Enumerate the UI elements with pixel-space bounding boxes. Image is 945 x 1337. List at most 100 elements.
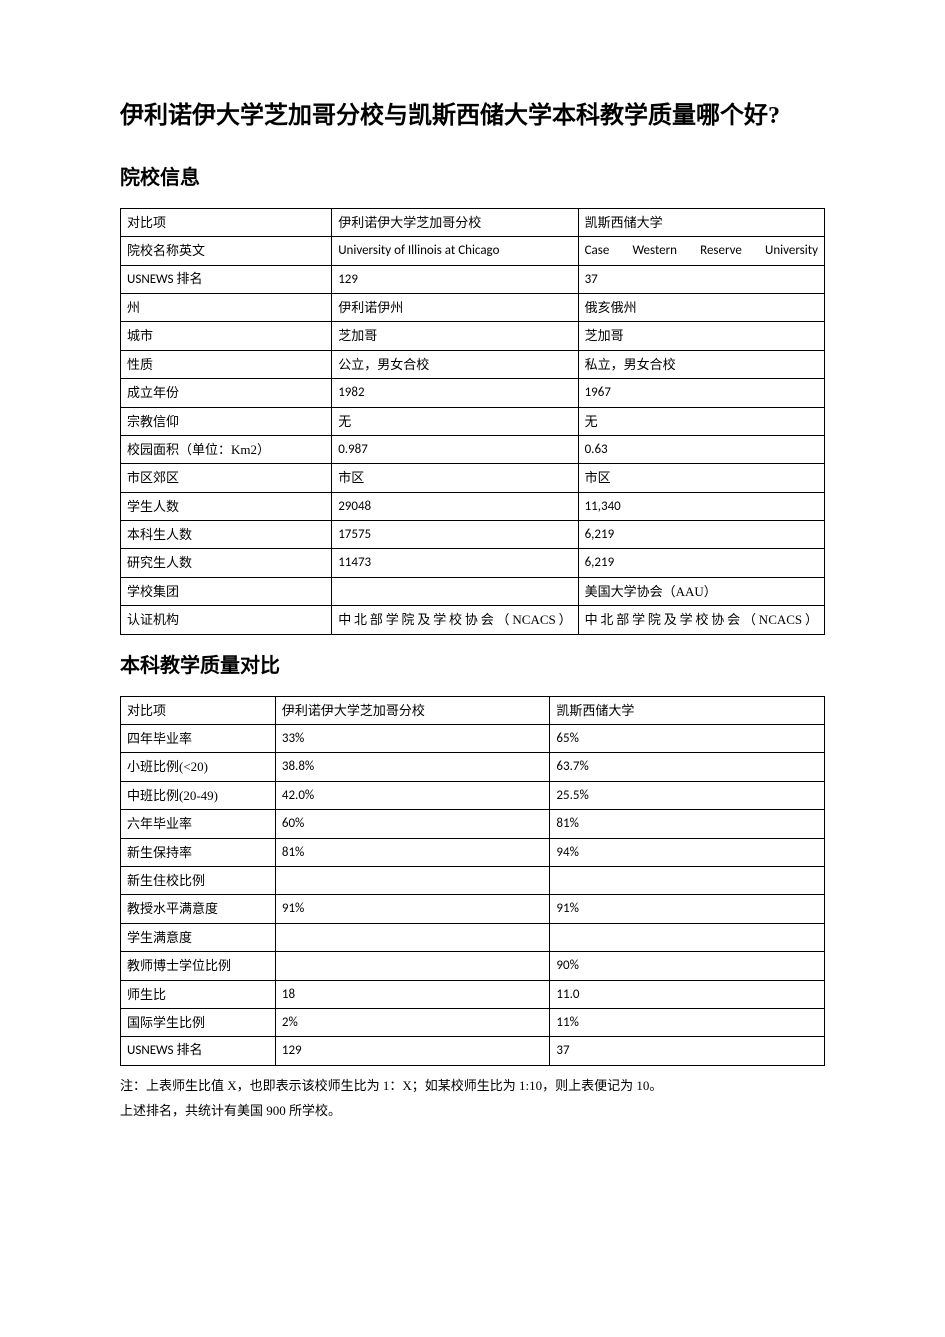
row-value-a: 42.0% [275,781,550,809]
row-value-b: 0.63 [578,435,824,463]
table-header-row: 对比项伊利诺伊大学芝加哥分校凯斯西储大学 [121,208,825,236]
row-value-a: 11473 [332,549,578,577]
table-row: 教授水平满意度91%91% [121,895,825,923]
row-value-b: 91% [550,895,825,923]
table-row: 校园面积（单位：Km2）0.9870.63 [121,435,825,463]
row-label: 新生保持率 [121,838,276,866]
row-value-a: University of Illinois at Chicago [332,237,578,265]
table-row: 师生比1811.0 [121,980,825,1008]
row-value-a: 29048 [332,492,578,520]
row-value-a: 芝加哥 [332,322,578,350]
section2-heading: 本科教学质量对比 [120,649,825,678]
quality-table: 对比项伊利诺伊大学芝加哥分校凯斯西储大学四年毕业率33%65%小班比例(<20)… [120,696,825,1066]
row-label: 学生人数 [121,492,332,520]
row-value-a: 市区 [332,464,578,492]
row-value-b: 私立，男女合校 [578,350,824,378]
row-label: 教授水平满意度 [121,895,276,923]
row-label: 师生比 [121,980,276,1008]
row-label: 院校名称英文 [121,237,332,265]
table-row: 市区郊区市区市区 [121,464,825,492]
row-value-a: 38.8% [275,753,550,781]
row-value-b: 市区 [578,464,824,492]
row-value-b: 俄亥俄州 [578,293,824,321]
row-value-a: 0.987 [332,435,578,463]
row-value-b: 37 [578,265,824,293]
row-value-b: 11,340 [578,492,824,520]
row-label: 认证机构 [121,606,332,634]
table-row: 认证机构中北部学院及学校协会（NCACS）中北部学院及学校协会（NCACS） [121,606,825,634]
row-value-b: 63.7% [550,753,825,781]
page-title: 伊利诺伊大学芝加哥分校与凯斯西储大学本科教学质量哪个好? [120,90,825,143]
row-value-b: 无 [578,407,824,435]
table-row: USNEWS 排名12937 [121,265,825,293]
row-value-b: 美国大学协会（AAU） [578,577,824,605]
row-value-a [275,923,550,951]
row-value-a: 18 [275,980,550,1008]
table-header-cell: 凯斯西储大学 [578,208,824,236]
row-value-b: 11% [550,1008,825,1036]
row-value-a [275,867,550,895]
row-value-a [332,577,578,605]
footnote-1: 注：上表师生比值 X，也即表示该校师生比为 1：X；如某校师生比为 1:10，则… [120,1074,825,1097]
row-value-a: 33% [275,725,550,753]
table-header-cell: 伊利诺伊大学芝加哥分校 [332,208,578,236]
row-value-b [550,923,825,951]
section1-heading: 院校信息 [120,161,825,190]
row-label: 新生住校比例 [121,867,276,895]
info-table-body: 对比项伊利诺伊大学芝加哥分校凯斯西储大学院校名称英文University of … [121,208,825,634]
row-label: 学生满意度 [121,923,276,951]
row-label: 中班比例(20-49) [121,781,276,809]
row-value-b: 81% [550,810,825,838]
row-value-b: 6,219 [578,521,824,549]
table-row: 宗教信仰无无 [121,407,825,435]
table-row: 四年毕业率33%65% [121,725,825,753]
table-row: 国际学生比例2%11% [121,1008,825,1036]
table-header-row: 对比项伊利诺伊大学芝加哥分校凯斯西储大学 [121,696,825,724]
row-label: 教师博士学位比例 [121,952,276,980]
row-value-b: 25.5% [550,781,825,809]
row-value-a: 129 [275,1037,550,1065]
row-label: 本科生人数 [121,521,332,549]
row-value-b: Case Western Reserve University [578,237,824,265]
row-value-a: 1982 [332,379,578,407]
row-value-a: 91% [275,895,550,923]
row-label: USNEWS 排名 [121,265,332,293]
row-value-a: 中北部学院及学校协会（NCACS） [332,606,578,634]
row-value-a [275,952,550,980]
footnote-2: 上述排名，共统计有美国 900 所学校。 [120,1099,825,1122]
table-row: 小班比例(<20)38.8%63.7% [121,753,825,781]
row-label: 小班比例(<20) [121,753,276,781]
row-value-a: 60% [275,810,550,838]
table-header-cell: 对比项 [121,696,276,724]
row-value-a: 81% [275,838,550,866]
row-label: 研究生人数 [121,549,332,577]
quality-table-body: 对比项伊利诺伊大学芝加哥分校凯斯西储大学四年毕业率33%65%小班比例(<20)… [121,696,825,1065]
row-value-b: 65% [550,725,825,753]
table-row: 研究生人数114736,219 [121,549,825,577]
table-row: 教师博士学位比例 90% [121,952,825,980]
row-value-a: 2% [275,1008,550,1036]
row-value-b: 94% [550,838,825,866]
table-header-cell: 对比项 [121,208,332,236]
row-value-b: 6,219 [578,549,824,577]
row-label: 校园面积（单位：Km2） [121,435,332,463]
table-row: 新生住校比例 [121,867,825,895]
table-row: 成立年份19821967 [121,379,825,407]
table-row: 州伊利诺伊州俄亥俄州 [121,293,825,321]
row-value-b: 90% [550,952,825,980]
table-row: 性质公立，男女合校私立，男女合校 [121,350,825,378]
row-value-b [550,867,825,895]
row-value-a: 129 [332,265,578,293]
row-value-b: 11.0 [550,980,825,1008]
row-label: 四年毕业率 [121,725,276,753]
info-table: 对比项伊利诺伊大学芝加哥分校凯斯西储大学院校名称英文University of … [120,208,825,635]
row-label: 六年毕业率 [121,810,276,838]
row-label: 州 [121,293,332,321]
row-label: USNEWS 排名 [121,1037,276,1065]
row-value-a: 无 [332,407,578,435]
table-row: 新生保持率81%94% [121,838,825,866]
table-row: 学校集团美国大学协会（AAU） [121,577,825,605]
table-row: 城市芝加哥芝加哥 [121,322,825,350]
row-value-b: 中北部学院及学校协会（NCACS） [578,606,824,634]
row-label: 性质 [121,350,332,378]
